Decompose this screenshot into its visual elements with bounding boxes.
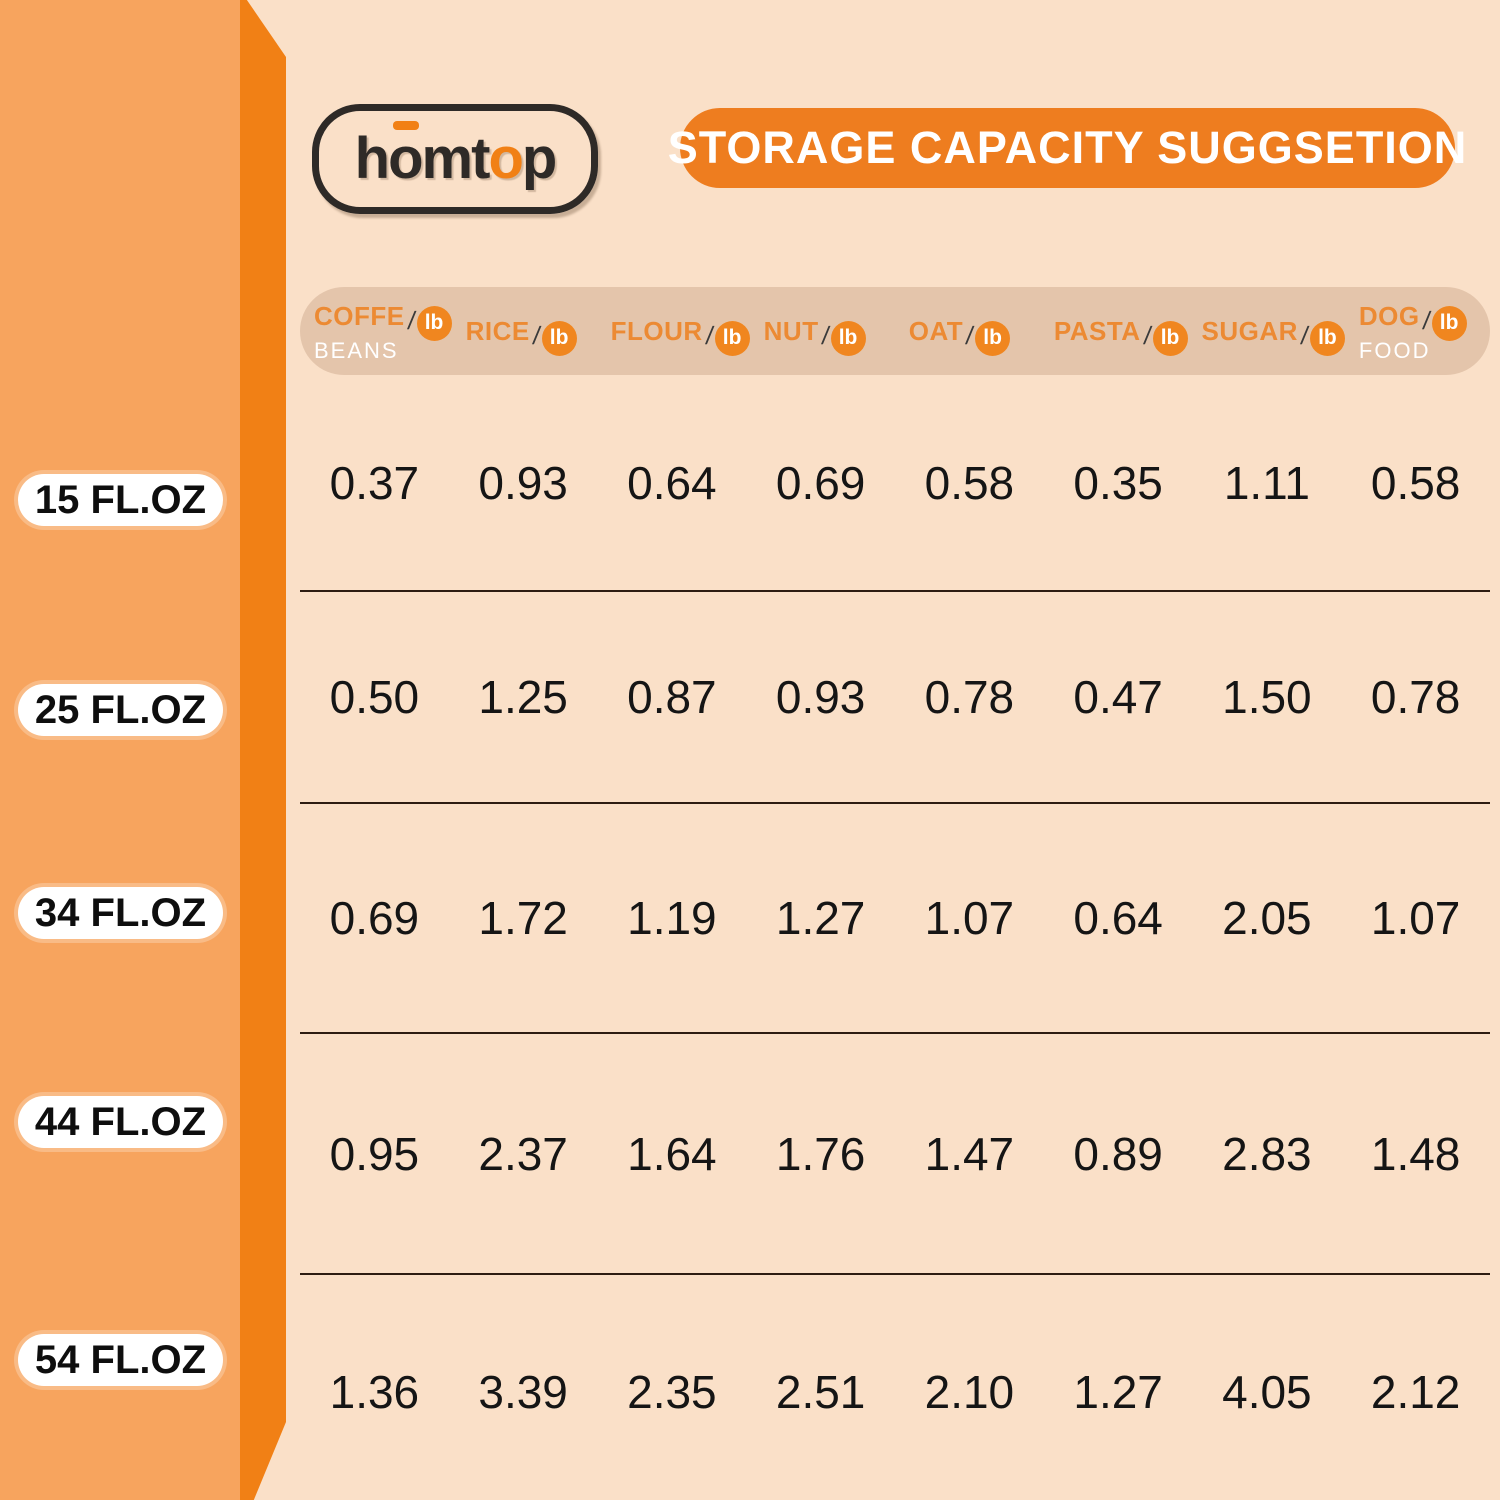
size-label-pill: 34 FL.OZ [18,887,223,939]
column-name: SUGAR [1201,315,1298,346]
per-slash: / [819,321,831,350]
column-header-pasta: PASTA / lb [1040,314,1188,356]
table-cell: 0.35 [1073,456,1163,509]
table-cell: 1.36 [329,1365,420,1418]
table-cell: 1.48 [1370,1127,1461,1180]
table-cell: 0.95 [329,1127,420,1180]
table-cell: 0.78 [924,671,1015,723]
table-cell: 0.93 [775,671,866,723]
table-cell: 0.69 [329,892,420,944]
lb-unit-badge: lb [541,320,577,356]
size-label-pill: 25 FL.OZ [18,684,223,736]
lb-unit-badge: lb [830,320,866,356]
table-cell: 0.37 [329,456,420,509]
table-cell: 1.72 [478,892,568,944]
table-cell: 0.64 [627,456,717,509]
table-cell: 1.76 [775,1127,866,1180]
lb-unit-badge: lb [1309,320,1345,356]
table-cell: 0.64 [1073,892,1163,944]
title-banner: STORAGE CAPACITY SUGGSETION [668,108,1466,188]
table-cell: 0.78 [1370,671,1461,723]
table-cell: 2.37 [478,1127,568,1180]
left-band-dark-fold [240,0,286,1500]
table-cell: 2.12 [1370,1365,1461,1418]
table-body: 0.37 0.93 0.64 0.69 0.58 0.35 1.11 0.58 0.50 1.25… [300,375,1490,1500]
lb-unit-badge: lb [416,305,452,341]
per-slash: / [1420,306,1432,335]
table-cell: 4.05 [1222,1365,1312,1418]
table-cell: 0.87 [627,671,717,723]
column-name: DOG [1358,300,1420,331]
column-name: PASTA [1053,315,1141,346]
table-cell: 1.25 [478,671,568,723]
column-name: COFFE [314,300,405,331]
table-cell: 2.83 [1222,1127,1312,1180]
table-cell: 2.51 [775,1365,866,1418]
table-cell: 1.64 [627,1127,717,1180]
logo-jar-o-icon: o [488,126,523,191]
table-row: 0.50 1.25 0.87 0.93 0.78 0.47 1.50 0.78 [300,592,1490,804]
table-cell: 0.58 [1370,456,1461,509]
table-cell: 1.07 [924,892,1015,944]
table-cell: 1.27 [1073,1365,1163,1418]
column-name: FLOUR [610,315,703,346]
brand-logo: homtop [312,104,598,214]
column-header-flour: FLOUR / lb [597,314,750,356]
table-cell: 0.47 [1073,671,1163,723]
lb-unit-badge: lb [975,320,1011,356]
column-subname: FOOD [1358,337,1431,363]
table-cell: 1.07 [1370,892,1461,944]
table-row: 1.36 3.39 2.35 2.51 2.10 1.27 4.05 2.12 [300,1275,1490,1500]
per-slash: / [703,321,715,350]
lb-unit-badge: lb [1152,320,1188,356]
brand-logo-text: homtop [354,121,557,191]
column-header-nut: NUT / lb [750,314,895,356]
lb-unit-badge: lb [714,320,750,356]
size-label-pill: 15 FL.OZ [18,474,223,526]
table-cell: 1.11 [1223,456,1310,509]
column-name: NUT [763,315,819,346]
lb-unit-badge: lb [1431,305,1467,341]
table-cell: 1.50 [1222,671,1312,723]
table-row: 0.37 0.93 0.64 0.69 0.58 0.35 1.11 0.58 [300,375,1490,592]
column-header-rice: RICE / lb [452,314,597,356]
page-title: STORAGE CAPACITY SUGGSETION [667,122,1468,173]
left-band-light [0,0,240,1500]
table-row: 0.95 2.37 1.64 1.76 1.47 0.89 2.83 1.48 [300,1034,1490,1275]
table-cell: 2.35 [627,1365,717,1418]
table-header: COFFE / lb BEANS RICE / lb FLOUR / lb NUT / lb OAT / lb… [300,287,1490,375]
table-cell: 0.69 [775,456,866,509]
column-subname: BEANS [314,337,399,363]
size-label-pill: 44 FL.OZ [18,1096,223,1148]
table-cell: 2.10 [924,1365,1015,1418]
table-cell: 0.93 [478,456,568,509]
per-slash: / [405,306,417,335]
column-name: RICE [465,315,530,346]
column-header-dog: DOG / lb FOOD [1345,299,1490,364]
table-cell: 0.58 [924,456,1015,509]
size-label-pill: 54 FL.OZ [18,1334,223,1386]
column-header-coffe: COFFE / lb BEANS [300,299,452,364]
table-row: 0.69 1.72 1.19 1.27 1.07 0.64 2.05 1.07 [300,804,1490,1034]
table-cell: 1.47 [924,1127,1015,1180]
column-name: OAT [908,315,964,346]
per-slash: / [1141,321,1153,350]
table-cell: 3.39 [478,1365,568,1418]
table-cell: 1.27 [775,892,866,944]
table-cell: 2.05 [1222,892,1312,944]
column-header-oat: OAT / lb [895,314,1040,356]
per-slash: / [530,321,542,350]
logo-o-macron: o [388,121,424,191]
per-slash: / [964,321,976,350]
table-cell: 0.89 [1073,1127,1163,1180]
table-cell: 0.50 [329,671,420,723]
table-cell: 1.19 [627,892,717,944]
per-slash: / [1299,321,1310,350]
column-header-sugar: SUGAR / lb [1188,314,1345,356]
